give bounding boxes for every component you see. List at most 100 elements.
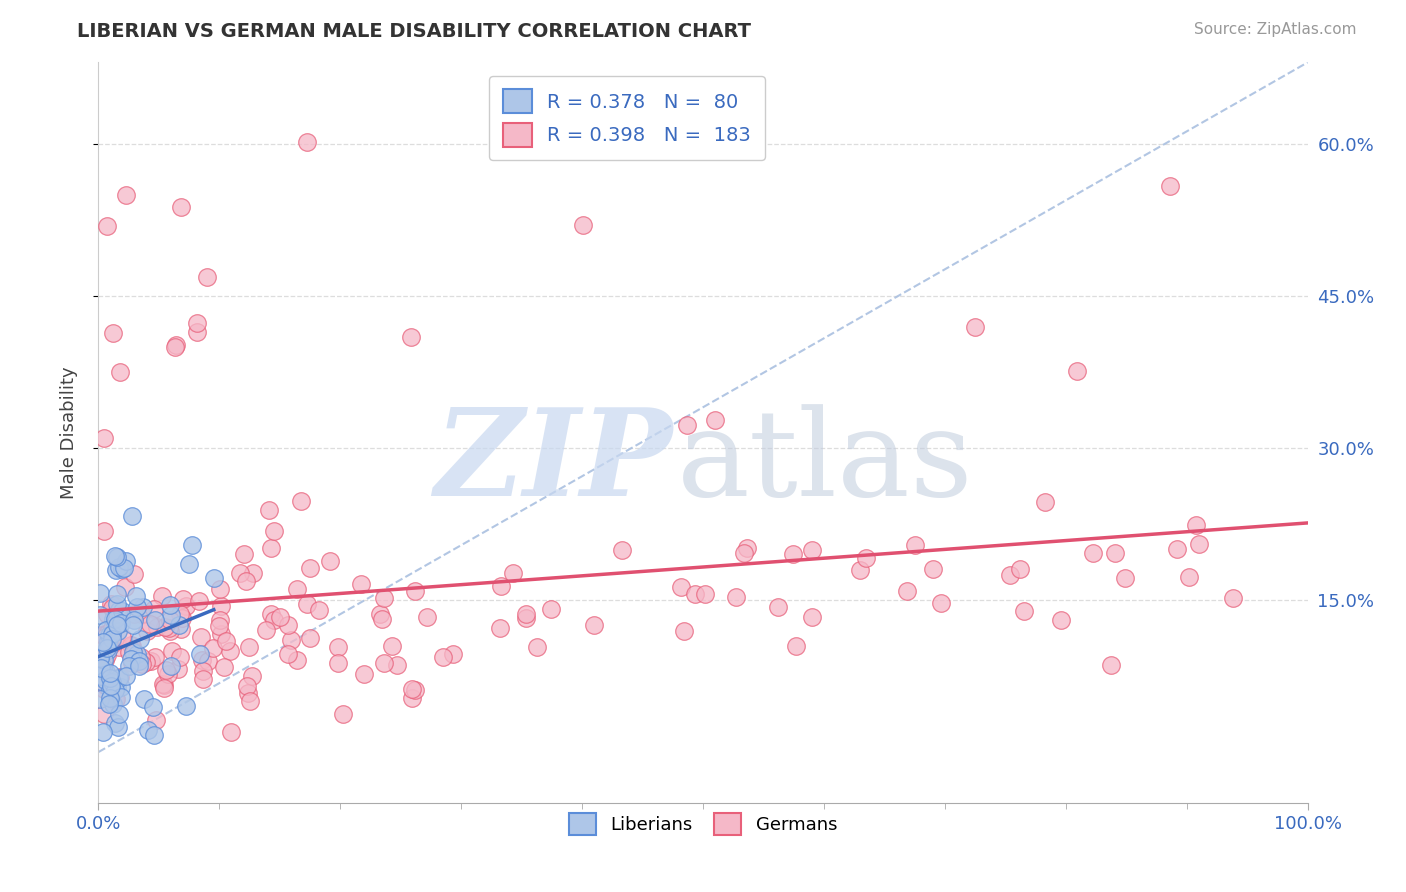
Point — [96, 648, 118, 663]
Point — [108, 640, 131, 654]
Point — [848, 563, 870, 577]
Point — [103, 598, 125, 612]
Point — [1178, 570, 1201, 584]
Point — [98, 690, 121, 705]
Point — [91, 660, 114, 674]
Point — [121, 508, 143, 523]
Point — [269, 610, 291, 624]
Point — [134, 692, 156, 706]
Legend: Liberians, Germans: Liberians, Germans — [561, 805, 845, 842]
Point — [98, 671, 121, 685]
Point — [801, 610, 824, 624]
Point — [232, 547, 254, 561]
Point — [704, 413, 727, 427]
Point — [105, 679, 128, 693]
Point — [236, 680, 259, 694]
Point — [170, 200, 193, 214]
Point — [108, 365, 131, 379]
Point — [671, 580, 693, 594]
Point — [177, 557, 200, 571]
Point — [143, 728, 166, 742]
Point — [373, 591, 395, 606]
Point — [93, 627, 115, 641]
Point — [101, 612, 124, 626]
Point — [111, 630, 134, 644]
Point — [145, 613, 167, 627]
Point — [131, 600, 153, 615]
Point — [1083, 545, 1105, 559]
Point — [219, 724, 242, 739]
Point — [145, 650, 167, 665]
Point — [239, 694, 262, 708]
Point — [108, 560, 131, 574]
Point — [101, 632, 124, 647]
Point — [188, 594, 211, 608]
Point — [100, 690, 122, 705]
Point — [103, 716, 125, 731]
Point — [583, 618, 606, 632]
Point — [1222, 591, 1244, 605]
Point — [107, 720, 129, 734]
Point — [904, 538, 927, 552]
Point — [97, 633, 120, 648]
Point — [90, 669, 112, 683]
Point — [215, 634, 238, 648]
Point — [259, 503, 281, 517]
Point — [127, 647, 149, 661]
Point — [101, 627, 124, 641]
Point — [176, 599, 198, 613]
Point — [263, 524, 285, 538]
Point — [96, 607, 118, 621]
Point — [737, 541, 759, 556]
Point — [381, 639, 404, 653]
Point — [121, 645, 143, 659]
Point — [129, 607, 152, 622]
Point — [121, 644, 143, 658]
Point — [1104, 546, 1126, 560]
Point — [202, 571, 225, 585]
Point — [157, 621, 180, 635]
Point — [118, 659, 141, 673]
Point — [1188, 537, 1211, 551]
Point — [295, 597, 318, 611]
Point — [159, 613, 181, 627]
Point — [1099, 657, 1122, 672]
Point — [152, 676, 174, 690]
Point — [110, 615, 132, 630]
Point — [190, 630, 212, 644]
Point — [540, 602, 562, 616]
Point — [724, 590, 747, 604]
Point — [290, 494, 312, 508]
Point — [91, 635, 114, 649]
Point — [150, 589, 173, 603]
Point — [135, 655, 157, 669]
Point — [373, 657, 395, 671]
Point — [208, 582, 231, 596]
Point — [263, 614, 285, 628]
Point — [208, 618, 231, 632]
Point — [685, 587, 707, 601]
Point — [139, 616, 162, 631]
Point — [385, 658, 408, 673]
Point — [93, 653, 115, 667]
Point — [128, 659, 150, 673]
Point — [197, 654, 219, 668]
Point — [219, 644, 242, 658]
Point — [676, 417, 699, 432]
Point — [195, 270, 218, 285]
Point — [896, 583, 918, 598]
Point — [114, 187, 136, 202]
Text: Source: ZipAtlas.com: Source: ZipAtlas.com — [1194, 22, 1357, 37]
Point — [308, 603, 330, 617]
Point — [118, 645, 141, 659]
Point — [98, 665, 121, 680]
Point — [254, 623, 277, 637]
Point — [122, 607, 145, 621]
Point — [297, 135, 319, 149]
Point — [1166, 541, 1188, 556]
Point — [167, 662, 190, 676]
Point — [115, 554, 138, 568]
Point — [105, 550, 128, 565]
Point — [1114, 571, 1136, 585]
Point — [432, 650, 454, 665]
